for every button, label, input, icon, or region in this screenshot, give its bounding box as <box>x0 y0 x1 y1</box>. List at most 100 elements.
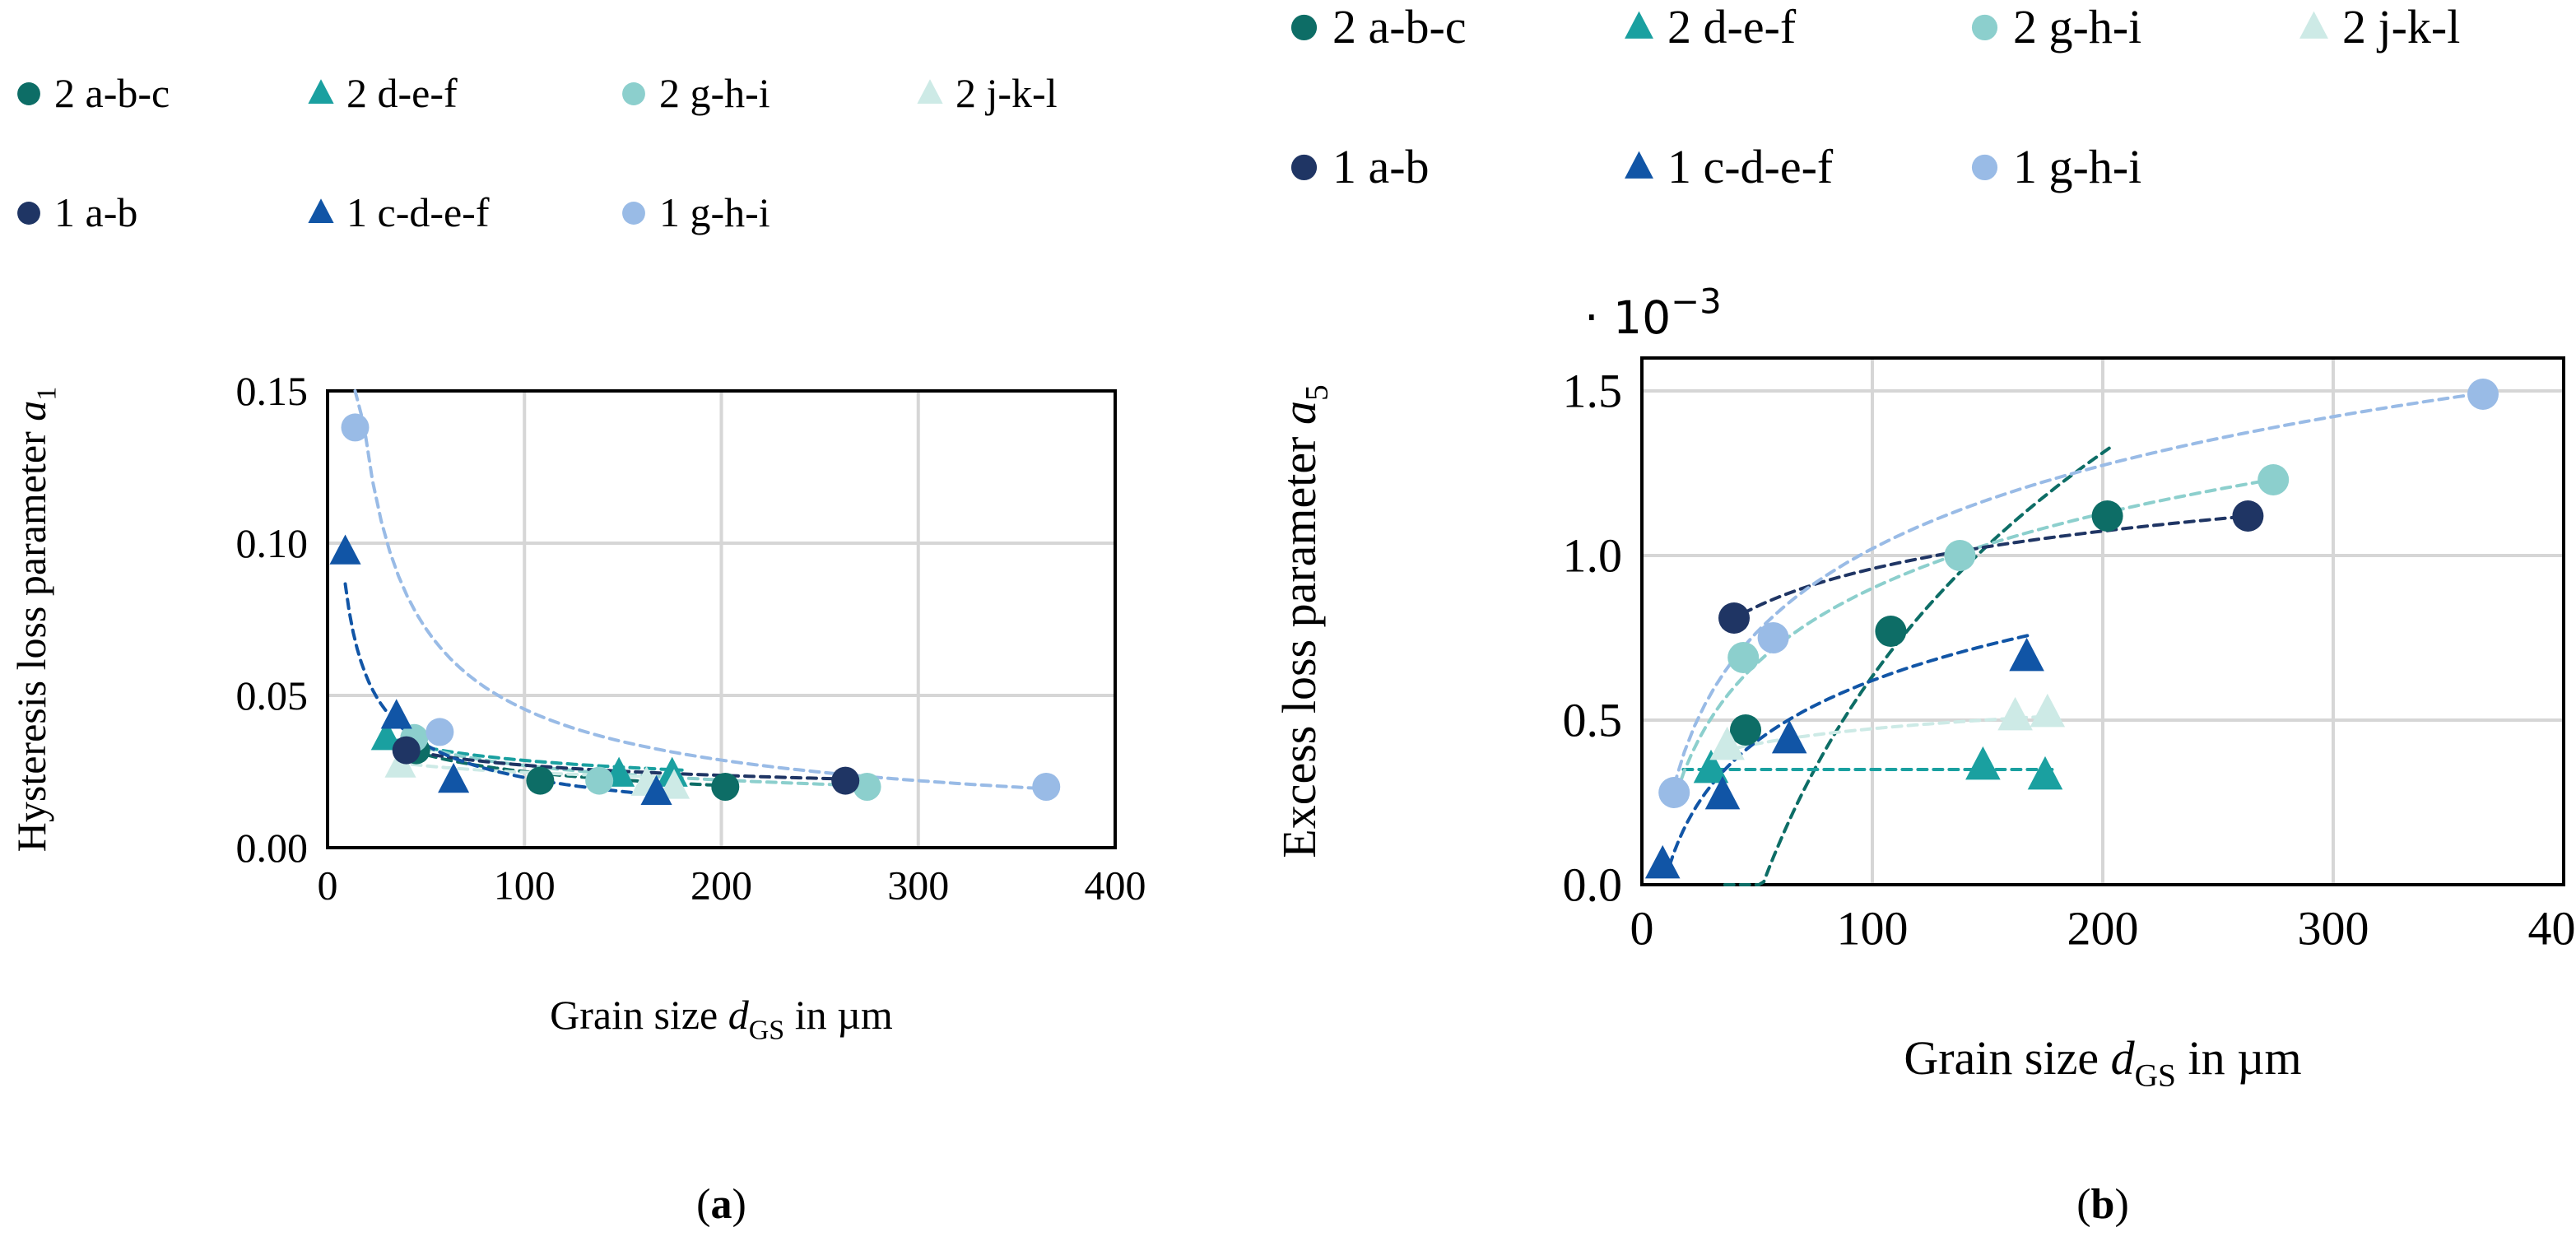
x-tick-label: 400 <box>2528 902 2576 955</box>
legend-marker <box>17 202 40 225</box>
plot-area-frame <box>1640 356 2565 886</box>
x-tick-label: 300 <box>887 862 949 909</box>
data-point-2-d-e-f <box>656 756 688 787</box>
y-tick-label: 1.0 <box>1563 529 1623 583</box>
x-tick-label: 400 <box>1085 862 1146 909</box>
legend-label: 2 d-e-f <box>346 70 458 116</box>
y-tick-label: 0.00 <box>236 825 309 871</box>
x-tick-label: 100 <box>494 862 556 909</box>
data-point-1-g-h-i <box>1032 773 1061 801</box>
data-point-1-c-d-e-f <box>380 699 412 729</box>
y-tick-label: 0.10 <box>236 520 309 566</box>
legend-marker <box>308 198 334 224</box>
x-axis-label: Grain size dGS in µm <box>1904 1031 2301 1094</box>
fit-curve-1-g-h-i <box>1672 390 2490 787</box>
legend-label: 1 c-d-e-f <box>346 189 490 235</box>
data-point-1-c-d-e-f <box>640 774 672 806</box>
legend-item: 1 a-b <box>17 189 137 235</box>
data-point-2-j-k-l <box>1997 696 2033 731</box>
legend: 2 a-b-c 2 d-e-f 2 g-h-i 2 j-k-l 1 a-b 1 c-d-e… <box>1290 0 2460 193</box>
y-tick-label: 0.0 <box>1563 858 1623 912</box>
legend-label: 2 j-k-l <box>956 70 1058 116</box>
y-tick-label: 1.5 <box>1563 365 1623 418</box>
legend-marker <box>17 82 40 105</box>
fit-curve-1-c-d-e-f <box>1667 633 2034 867</box>
legend-item: 2 a-b-c <box>17 70 170 116</box>
legend-item: 2 d-e-f <box>1625 0 1797 53</box>
legend-marker <box>622 82 645 105</box>
legend-item: 1 g-h-i <box>622 189 770 235</box>
panel-label: (b) <box>2076 1181 2129 1228</box>
legend-label: 1 a-b <box>1332 140 1430 193</box>
data-point-2-g-h-i <box>853 773 881 801</box>
panel-label: (a) <box>696 1181 746 1228</box>
axis-multiplier-label: · 10−3 <box>1584 281 1722 344</box>
y-axis-label: Excess loss parameter a5 <box>1272 384 1335 858</box>
legend: 2 a-b-c 2 d-e-f 2 g-h-i 2 j-k-l 1 a-b 1 c-d-e… <box>17 70 1058 235</box>
legend-item: 1 c-d-e-f <box>1625 140 1834 193</box>
legend-item: 1 a-b <box>1290 140 1430 193</box>
legend-marker <box>1971 14 1998 41</box>
data-point-2-g-h-i <box>1727 642 1760 673</box>
data-points <box>1644 379 2499 879</box>
data-point-1-g-h-i <box>341 413 370 442</box>
legend-label: 1 g-h-i <box>2013 140 2141 193</box>
data-point-1-c-d-e-f <box>438 762 470 793</box>
data-point-2-j-k-l <box>658 769 690 799</box>
fit-curve-1-g-h-i <box>353 389 1052 791</box>
plot-area-frame <box>326 389 1117 849</box>
data-point-1-c-d-e-f <box>1704 775 1741 810</box>
legend-item: 1 g-h-i <box>1971 140 2141 193</box>
legend-item: 2 g-h-i <box>622 70 770 116</box>
x-tick-label: 200 <box>690 862 752 909</box>
legend-item: 2 g-h-i <box>1971 0 2141 53</box>
data-point-2-j-k-l <box>1709 726 1745 760</box>
legend-marker <box>1625 151 1653 179</box>
x-tick-label: 0 <box>1630 902 1654 955</box>
data-point-2-g-h-i <box>2257 464 2290 495</box>
data-point-1-c-d-e-f <box>1771 719 1807 754</box>
fit-curve-1-a-b <box>1727 514 2254 623</box>
data-point-2-d-e-f <box>1693 749 1729 783</box>
gridlines <box>1642 358 2565 885</box>
legend-label: 2 g-h-i <box>659 70 770 116</box>
data-point-1-a-b <box>392 736 421 765</box>
x-tick-label: 0 <box>318 862 338 909</box>
legend-marker <box>1625 11 1653 39</box>
data-point-2-g-h-i <box>585 766 614 795</box>
data-point-1-g-h-i <box>425 718 454 746</box>
legend-label: 2 d-e-f <box>1667 0 1797 53</box>
data-point-2-a-b-c <box>526 766 555 795</box>
legend-item: 1 c-d-e-f <box>308 189 490 235</box>
data-point-2-a-b-c <box>1875 616 1907 647</box>
data-point-1-a-b <box>2232 500 2264 532</box>
legend-label: 1 a-b <box>54 189 137 235</box>
legend-marker <box>1290 14 1318 41</box>
data-point-2-d-e-f <box>1965 746 2001 780</box>
data-point-2-d-e-f <box>2027 756 2063 790</box>
y-tick-label: 0.5 <box>1563 694 1623 747</box>
legend-label: 2 j-k-l <box>2342 0 2460 53</box>
data-point-1-a-b <box>1718 602 1750 634</box>
data-point-1-g-h-i <box>1658 777 1690 808</box>
y-axis-label: Hysteresis loss parameter a1 <box>8 387 63 852</box>
y-tick-label: 0.05 <box>236 672 309 718</box>
data-point-1-a-b <box>831 766 860 795</box>
panel-a: 0 100 200 300 400 0.00 0.05 0.10 0.15 2 a-b-c 2 d-… <box>8 70 1146 1228</box>
data-point-2-d-e-f <box>370 720 402 751</box>
x-tick-label: 300 <box>2298 902 2369 955</box>
data-point-2-a-b-c <box>2091 500 2123 532</box>
data-point-2-g-h-i <box>1944 540 1976 571</box>
fit-curve-2-a-b-c <box>1723 443 2116 886</box>
legend-item: 2 d-e-f <box>308 70 458 116</box>
legend-item: 2 j-k-l <box>2299 0 2460 53</box>
data-point-1-c-d-e-f <box>329 534 361 565</box>
legend-label: 2 a-b-c <box>54 70 170 116</box>
x-tick-label: 200 <box>2067 902 2139 955</box>
fit-curve-2-j-k-l <box>1721 714 2054 754</box>
legend-item: 2 a-b-c <box>1290 0 1467 53</box>
y-tick-label: 0.15 <box>236 368 309 414</box>
legend-marker <box>2299 11 2328 39</box>
